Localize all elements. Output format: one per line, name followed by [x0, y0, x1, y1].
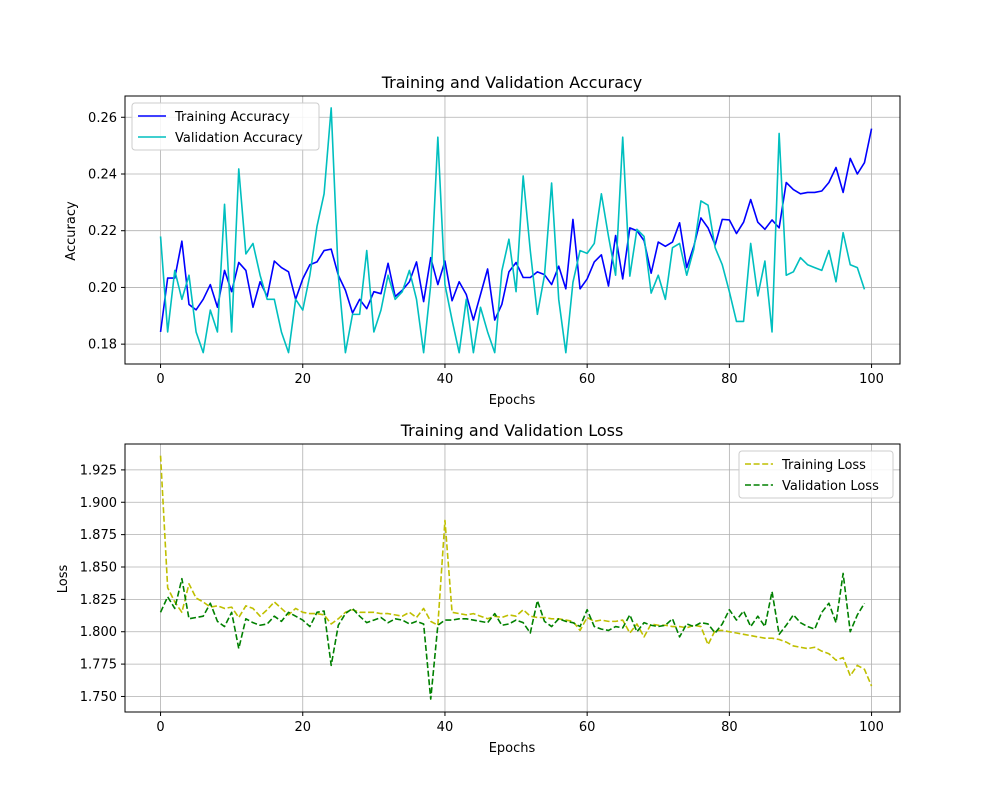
accuracy-chart: Training and Validation Accuracy Epochs … [64, 73, 901, 408]
legend-label: Training Loss [781, 458, 866, 473]
legend-box [131, 102, 320, 151]
x-tick-label: 100 [859, 720, 884, 735]
accuracy-series-validation-line [159, 107, 866, 354]
y-tick-label: 1.775 [80, 658, 117, 673]
x-tick-label: 0 [156, 372, 164, 387]
y-tick-label: 0.24 [88, 167, 117, 182]
y-tick-label: 0.18 [88, 338, 117, 353]
legend-label: Training Accuracy [174, 110, 290, 125]
y-tick-label: 0.20 [88, 281, 117, 296]
loss-y-axis-label: Loss [56, 565, 71, 594]
x-tick-label: 100 [859, 372, 884, 387]
loss-x-axis-label: Epochs [489, 741, 536, 756]
legend-box [738, 450, 894, 499]
y-tick-label: 1.900 [80, 496, 117, 511]
legend-label: Validation Loss [782, 479, 879, 494]
x-tick-label: 60 [579, 372, 596, 387]
y-tick-label: 1.850 [80, 560, 117, 575]
y-tick-label: 1.825 [80, 593, 117, 608]
y-tick-label: 1.750 [80, 690, 117, 705]
loss-legend: Training Loss Validation Loss [738, 450, 894, 499]
x-tick-label: 0 [156, 720, 164, 735]
x-tick-label: 40 [437, 720, 454, 735]
loss-axes-frame [124, 443, 901, 713]
y-tick-label: 1.875 [80, 528, 117, 543]
x-tick-label: 80 [721, 720, 738, 735]
accuracy-y-axis-label: Accuracy [64, 201, 79, 261]
y-tick-label: 1.925 [80, 463, 117, 478]
accuracy-legend: Training Accuracy Validation Accuracy [131, 102, 320, 151]
x-tick-label: 60 [579, 720, 596, 735]
y-tick-label: 1.800 [80, 625, 117, 640]
accuracy-axes-frame [124, 95, 901, 365]
legend-label: Validation Accuracy [175, 131, 303, 146]
x-tick-label: 40 [437, 372, 454, 387]
x-tick-label: 20 [294, 372, 311, 387]
accuracy-x-axis-label: Epochs [489, 393, 536, 408]
loss-chart-title: Training and Validation Loss [400, 421, 624, 440]
loss-series-validation-line [159, 572, 866, 700]
x-tick-label: 20 [294, 720, 311, 735]
loss-series-training-line [159, 455, 873, 687]
loss-chart: Training and Validation Loss Epochs Loss… [56, 421, 901, 756]
accuracy-series-training-line [159, 128, 873, 333]
x-tick-label: 80 [721, 372, 738, 387]
y-tick-label: 0.26 [88, 111, 117, 126]
y-tick-label: 0.22 [88, 224, 117, 239]
loss-grid [125, 444, 900, 712]
accuracy-chart-title: Training and Validation Accuracy [381, 73, 643, 92]
